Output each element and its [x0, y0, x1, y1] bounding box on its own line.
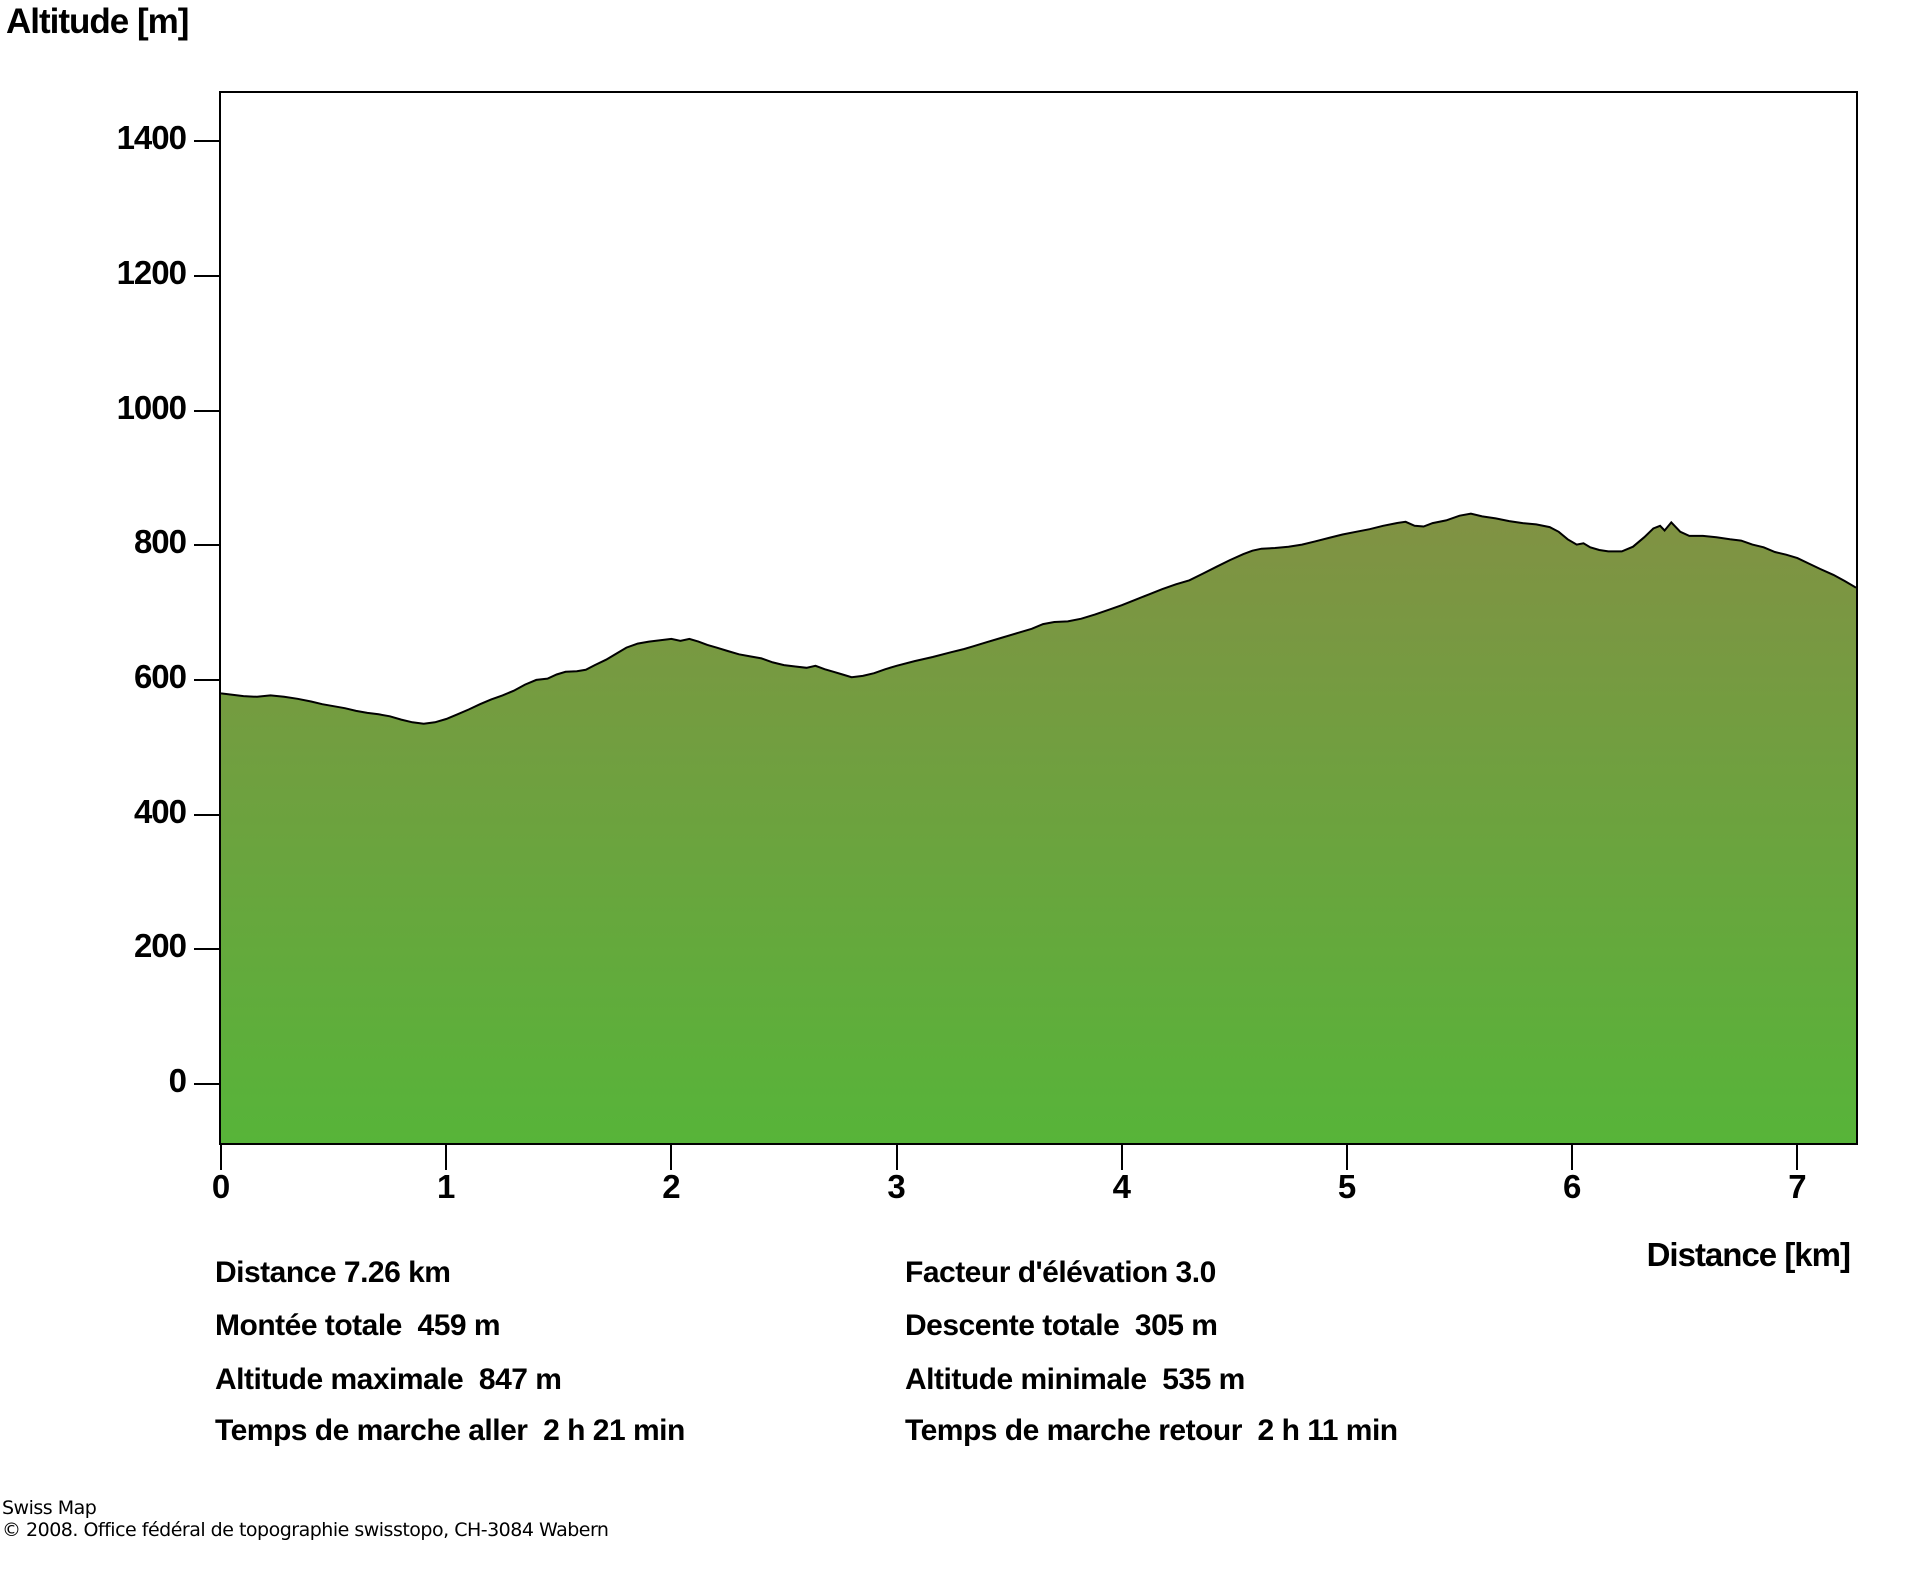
x-axis-tick-label: 1 [437, 1168, 456, 1205]
stat-elevation-factor: Facteur d'élévation 3.0 [905, 1256, 1216, 1289]
y-axis-tick-label: 1000 [116, 388, 187, 426]
y-axis-tick [194, 813, 221, 816]
x-axis-tick [220, 1143, 222, 1170]
x-axis-tick [670, 1143, 673, 1170]
x-axis-tick [1571, 1143, 1574, 1170]
x-axis-tick-label: 4 [1112, 1168, 1131, 1205]
x-axis-tick [1796, 1143, 1799, 1170]
y-axis-tick [194, 140, 221, 143]
x-axis-tick-label: 5 [1337, 1168, 1357, 1205]
x-axis-tick [445, 1143, 448, 1170]
stat-min-altitude: Altitude minimale 535 m [905, 1363, 1245, 1396]
stat-distance: Distance 7.26 km [215, 1256, 451, 1289]
y-axis-tick-label: 1400 [116, 119, 187, 157]
stat-max-altitude: Altitude maximale 847 m [215, 1363, 562, 1396]
elevation-profile-chart [221, 512, 1856, 1143]
y-axis-tick [194, 1082, 221, 1085]
elevation-area-fill [221, 513, 1856, 1143]
stat-total-ascent: Montée totale 459 m [215, 1309, 501, 1342]
x-axis-tick [895, 1143, 898, 1170]
y-axis-tick-label: 400 [133, 792, 187, 830]
y-axis-tick [194, 678, 221, 681]
y-axis-tick-label: 0 [168, 1061, 187, 1099]
x-axis-tick [1120, 1143, 1123, 1170]
stat-walk-time-return: Temps de marche retour 2 h 11 min [905, 1414, 1398, 1447]
x-axis-title: Distance [km] [1646, 1236, 1851, 1273]
elevation-profile-line [221, 512, 1856, 725]
chart-title: Altitude [m] [6, 2, 189, 41]
x-axis-tick-label: 2 [662, 1168, 681, 1205]
y-axis-tick-label: 800 [133, 523, 187, 561]
y-axis-tick [194, 409, 221, 412]
footer-copyright: © 2008. Office fédéral de topographie sw… [2, 1519, 609, 1541]
footer-app-name: Swiss Map [2, 1497, 97, 1519]
x-axis-tick-label: 6 [1563, 1168, 1582, 1205]
stat-walk-time-out: Temps de marche aller 2 h 21 min [215, 1414, 685, 1447]
plot-frame [219, 91, 1858, 1145]
y-axis-tick-label: 1200 [116, 254, 187, 292]
y-axis-tick-label: 600 [133, 657, 187, 695]
y-axis-tick [194, 544, 221, 547]
x-axis-tick [1346, 1143, 1349, 1170]
stat-total-descent: Descente totale 305 m [905, 1309, 1218, 1342]
y-axis-tick-label: 200 [133, 927, 187, 965]
y-axis-tick [194, 275, 221, 278]
x-axis-tick-label: 3 [887, 1168, 906, 1205]
x-axis-tick-label: 0 [211, 1168, 231, 1205]
x-axis-tick-label: 7 [1788, 1168, 1807, 1205]
y-axis-tick [194, 948, 221, 951]
